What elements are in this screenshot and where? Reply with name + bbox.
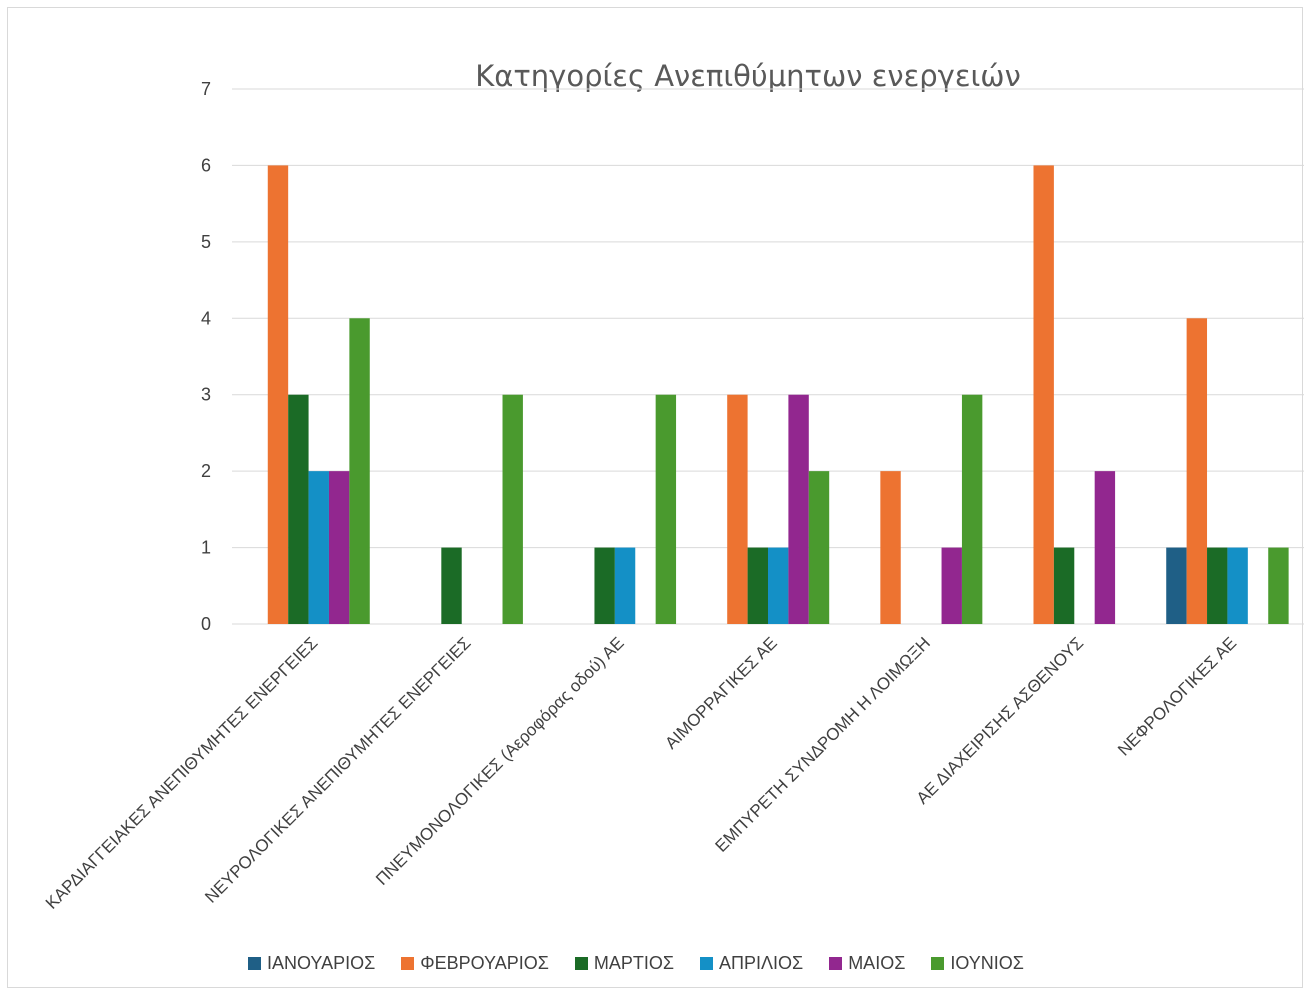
bar bbox=[1186, 318, 1208, 624]
chart-area: Κατηγορίες Ανεπιθύμητων ενεργειών 0 1 2 3 4 5… bbox=[7, 7, 1304, 988]
x-tick-label: ΝΕΥΡΟΛΟΓΙΚΕΣ ΑΝΕΠΙΘΥΜΗΤΕΣ ΕΝΕΡΓΕΙΕΣ bbox=[201, 633, 474, 906]
legend-item: ΜΑΡΤΙΟΣ bbox=[574, 953, 675, 974]
bar bbox=[655, 394, 677, 624]
y-axis-ticks: 0 1 2 3 4 5 6 7 bbox=[201, 79, 211, 634]
bar bbox=[614, 547, 636, 624]
legend-label: ΜΑΡΤΙΟΣ bbox=[593, 953, 675, 973]
bar bbox=[1033, 165, 1054, 624]
legend-label: ΑΠΡΙΛΙΟΣ bbox=[719, 953, 804, 973]
legend-swatch bbox=[829, 957, 843, 970]
legend-item: ΙΑΝΟΥΑΡΙΟΣ bbox=[248, 953, 375, 974]
bar bbox=[1268, 547, 1289, 624]
bar bbox=[768, 547, 789, 624]
bar bbox=[328, 471, 350, 624]
legend-label: ΦΕΒΡΟΥΑΡΙΟΣ bbox=[420, 953, 549, 973]
legend-swatch bbox=[931, 957, 945, 970]
bar bbox=[1094, 471, 1116, 624]
x-tick-label: ΝΕΦΡΟΛΟΓΙΚΕΣ ΑΕ bbox=[1114, 633, 1240, 759]
y-tick-label: 2 bbox=[201, 461, 211, 481]
y-tick-label: 3 bbox=[201, 385, 211, 405]
y-tick-label: 7 bbox=[201, 79, 211, 99]
legend-item: ΙΟΥΝΙΟΣ bbox=[931, 953, 1024, 974]
legend-label: ΙΟΥΝΙΟΣ bbox=[950, 953, 1024, 973]
legend-swatch bbox=[574, 957, 588, 970]
bar bbox=[1227, 547, 1248, 624]
y-tick-label: 5 bbox=[201, 232, 211, 252]
y-tick-label: 0 bbox=[201, 614, 211, 634]
bar bbox=[941, 547, 962, 624]
bar bbox=[349, 318, 370, 624]
bar bbox=[727, 394, 748, 624]
legend-item: ΜΑΙΟΣ bbox=[829, 953, 905, 974]
legend-swatch bbox=[401, 957, 415, 970]
bar bbox=[288, 394, 309, 624]
legend-label: ΜΑΙΟΣ bbox=[848, 953, 906, 973]
bar bbox=[1053, 547, 1075, 624]
y-tick-label: 4 bbox=[201, 308, 211, 328]
bar bbox=[441, 547, 462, 624]
x-axis-labels: ΚΑΡΔΙΑΓΓΕΙΑΚΕΣ ΑΝΕΠΙΘΥΜΗΤΕΣ ΕΝΕΡΓΕΙΕΣΝΕΥ… bbox=[42, 633, 1240, 912]
x-tick-label: ΑΙΜΟΡΡΑΓΙΚΕΣ ΑΕ bbox=[661, 633, 780, 752]
chart-title: Κατηγορίες Ανεπιθύμητων ενεργειών bbox=[475, 59, 1021, 93]
bar bbox=[788, 394, 809, 624]
legend: ΙΑΝΟΥΑΡΙΟΣ ΦΕΒΡΟΥΑΡΙΟΣ ΜΑΡΤΙΟΣ ΑΠΡΙΛΙΟΣ ΜΑΙΟ… bbox=[248, 953, 1050, 974]
x-tick-label: ΑΕ ΔΙΑΧΕΙΡΙΣΗΣ ΑΣΘΕΝΟΥΣ bbox=[913, 633, 1087, 807]
y-tick-label: 1 bbox=[201, 538, 211, 558]
y-tick-label: 6 bbox=[201, 155, 211, 175]
bar bbox=[880, 471, 901, 624]
bar-chart: Κατηγορίες Ανεπιθύμητων ενεργειών 0 1 2 3 4 5… bbox=[42, 59, 1304, 913]
x-tick-label: ΠΝΕΥΜΟΝΟΛΟΓΙΚΕΣ (Αεροφόρας οδού) ΑΕ bbox=[372, 633, 628, 889]
x-tick-label: ΚΑΡΔΙΑΓΓΕΙΑΚΕΣ ΑΝΕΠΙΘΥΜΗΤΕΣ ΕΝΕΡΓΕΙΕΣ bbox=[42, 633, 321, 912]
legend-swatch bbox=[248, 957, 261, 970]
legend-item: ΦΕΒΡΟΥΑΡΙΟΣ bbox=[401, 953, 549, 974]
bar bbox=[594, 547, 615, 624]
bar bbox=[1207, 547, 1228, 624]
bar bbox=[267, 165, 289, 624]
legend-swatch bbox=[700, 957, 714, 970]
gridlines bbox=[232, 88, 1304, 625]
legend-label: ΙΑΝΟΥΑΡΙΟΣ bbox=[267, 953, 376, 973]
bar bbox=[1166, 547, 1187, 624]
bar bbox=[747, 547, 768, 624]
bar bbox=[961, 394, 983, 624]
bar bbox=[502, 394, 523, 624]
bars bbox=[267, 165, 1289, 624]
bar bbox=[808, 471, 830, 624]
legend-item: ΑΠΡΙΛΙΟΣ bbox=[700, 953, 803, 974]
bar bbox=[308, 471, 329, 624]
